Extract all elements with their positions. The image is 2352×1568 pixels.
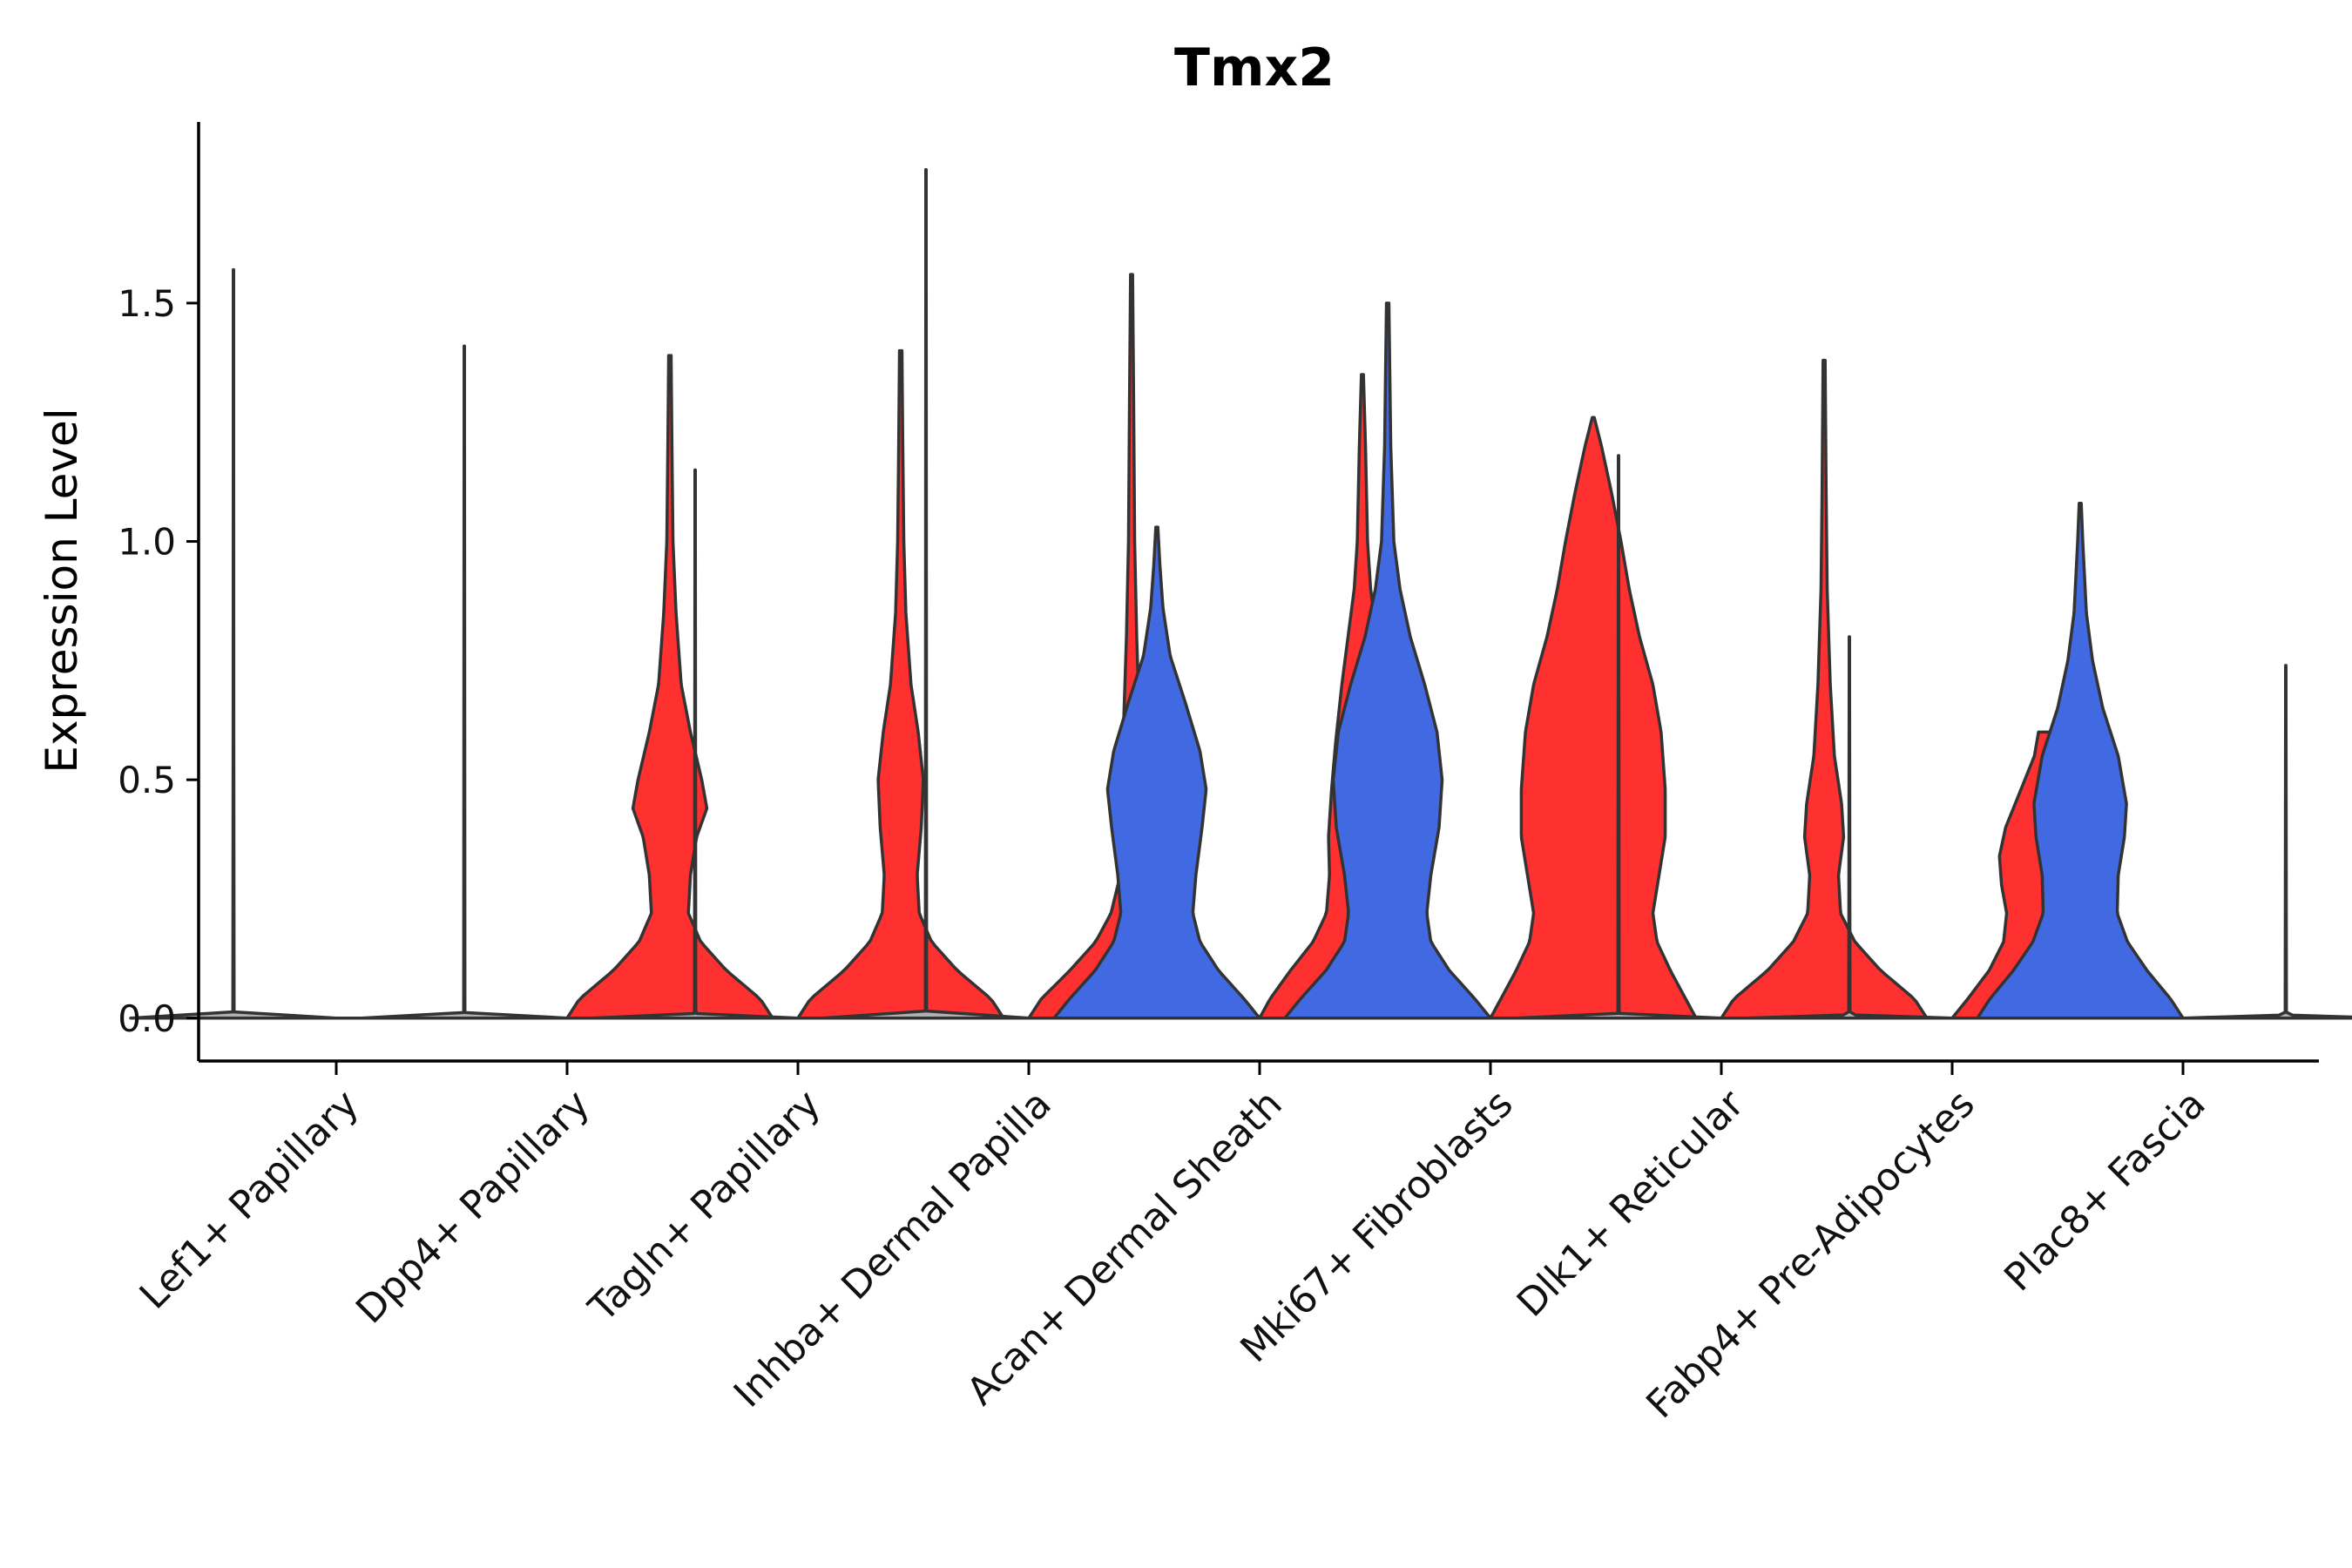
violin-8-left bbox=[1745, 635, 1954, 1020]
y-tick-label: 0.0 bbox=[118, 997, 176, 1040]
x-category-label: Lef1+ Papillary bbox=[132, 1082, 368, 1318]
y-tick-label: 1.0 bbox=[118, 521, 176, 564]
violin-9-right bbox=[2181, 664, 2352, 1020]
x-category-label: Plac8+ Fascia bbox=[1996, 1082, 2214, 1301]
chart-title: Tmx2 bbox=[1174, 37, 1335, 98]
violin-3-left bbox=[591, 468, 800, 1020]
violin-6-left bbox=[1283, 301, 1492, 1020]
y-tick-label: 1.5 bbox=[118, 282, 176, 325]
violin-5-left bbox=[1052, 525, 1261, 1020]
violin-2-right bbox=[565, 354, 774, 1020]
x-category-label: Dlk1+ Reticular bbox=[1509, 1081, 1754, 1326]
violin-1-left bbox=[129, 267, 338, 1020]
violin-2-left bbox=[360, 344, 569, 1020]
violin-6-right bbox=[1489, 416, 1698, 1020]
violin-7-right bbox=[1720, 358, 1929, 1020]
violins-group bbox=[129, 167, 2352, 1020]
violin-3-right bbox=[796, 348, 1005, 1020]
violin-7-left bbox=[1514, 454, 1723, 1020]
x-category-label: Tagln+ Papillary bbox=[580, 1082, 829, 1331]
y-tick-label: 0.5 bbox=[118, 759, 176, 801]
y-axis-label: Expression Level bbox=[37, 408, 87, 773]
violin-4-left bbox=[821, 167, 1031, 1020]
violin-9-left bbox=[1976, 502, 2185, 1020]
x-category-label: Dpp4+ Papillary bbox=[348, 1082, 598, 1333]
